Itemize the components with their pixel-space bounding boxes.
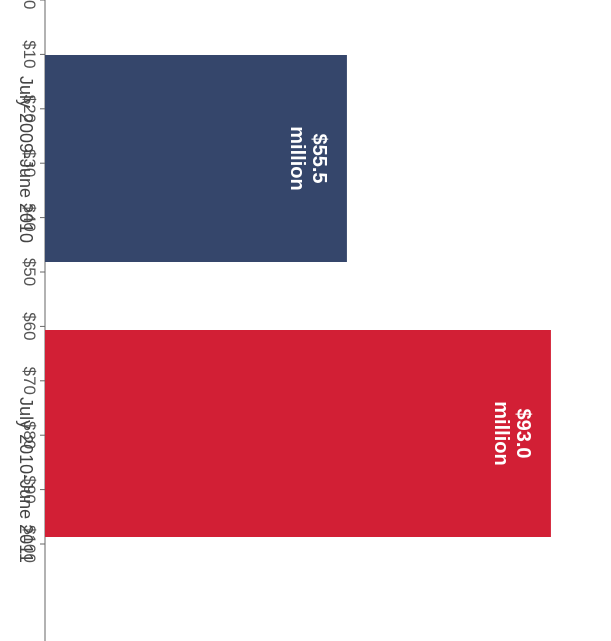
bar-data-label-unit: million — [286, 126, 308, 190]
value-tick-label: $50 — [20, 258, 39, 286]
bar — [45, 55, 347, 262]
bar-data-label: $55.5million — [286, 126, 330, 190]
category-label: July 2009-June 2010 — [16, 76, 36, 243]
value-axis: $0 $10 $20 $30 $40 $50 $60 $70 $80 $90 $100 — [20, 0, 45, 563]
category-label: July 2010-June 2011 — [16, 397, 36, 563]
plot-area: $0$10$20$30$40$50$60$70$80$90$100 $55.5m… — [16, 0, 551, 641]
value-tick-label: $100 — [20, 525, 39, 563]
value-tick-label: $70 — [20, 367, 39, 395]
value-tick-label: $40 — [20, 203, 39, 231]
value-tick-label: $0 — [20, 0, 39, 9]
bars: $55.5million$93.0million — [44, 55, 551, 537]
bar-data-label-amount: $55.5 — [308, 133, 330, 183]
bar-data-label-amount: $93.0 — [512, 408, 534, 458]
value-tick-label: $20 — [20, 95, 39, 123]
value-tick-label: $80 — [20, 421, 39, 449]
bar-data-label: $93.0million — [490, 401, 534, 465]
value-tick-label: $60 — [20, 312, 39, 340]
value-tick-label: $30 — [20, 149, 39, 177]
bar-data-label-unit: million — [490, 401, 512, 465]
bar — [44, 330, 551, 537]
value-tick-label: $10 — [20, 40, 39, 68]
value-tick-label: $90 — [20, 475, 39, 503]
category-axis: July 2009-June 2010 July 2010-June 2011 — [16, 76, 36, 563]
